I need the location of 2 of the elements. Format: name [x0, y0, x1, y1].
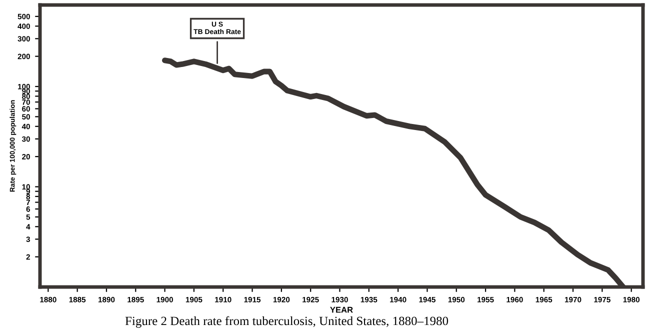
x-axis-title: YEAR: [330, 306, 353, 313]
caption: Figure 2 Death rate from tuberculosis, United States, 1880–1980: [125, 316, 448, 328]
